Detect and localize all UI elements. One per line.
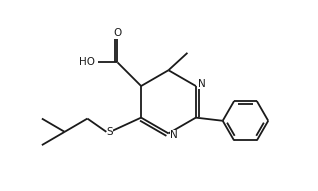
Text: S: S (107, 127, 114, 137)
Text: N: N (170, 130, 178, 140)
Text: N: N (198, 79, 205, 89)
Text: O: O (113, 28, 121, 38)
Text: HO: HO (80, 57, 95, 67)
